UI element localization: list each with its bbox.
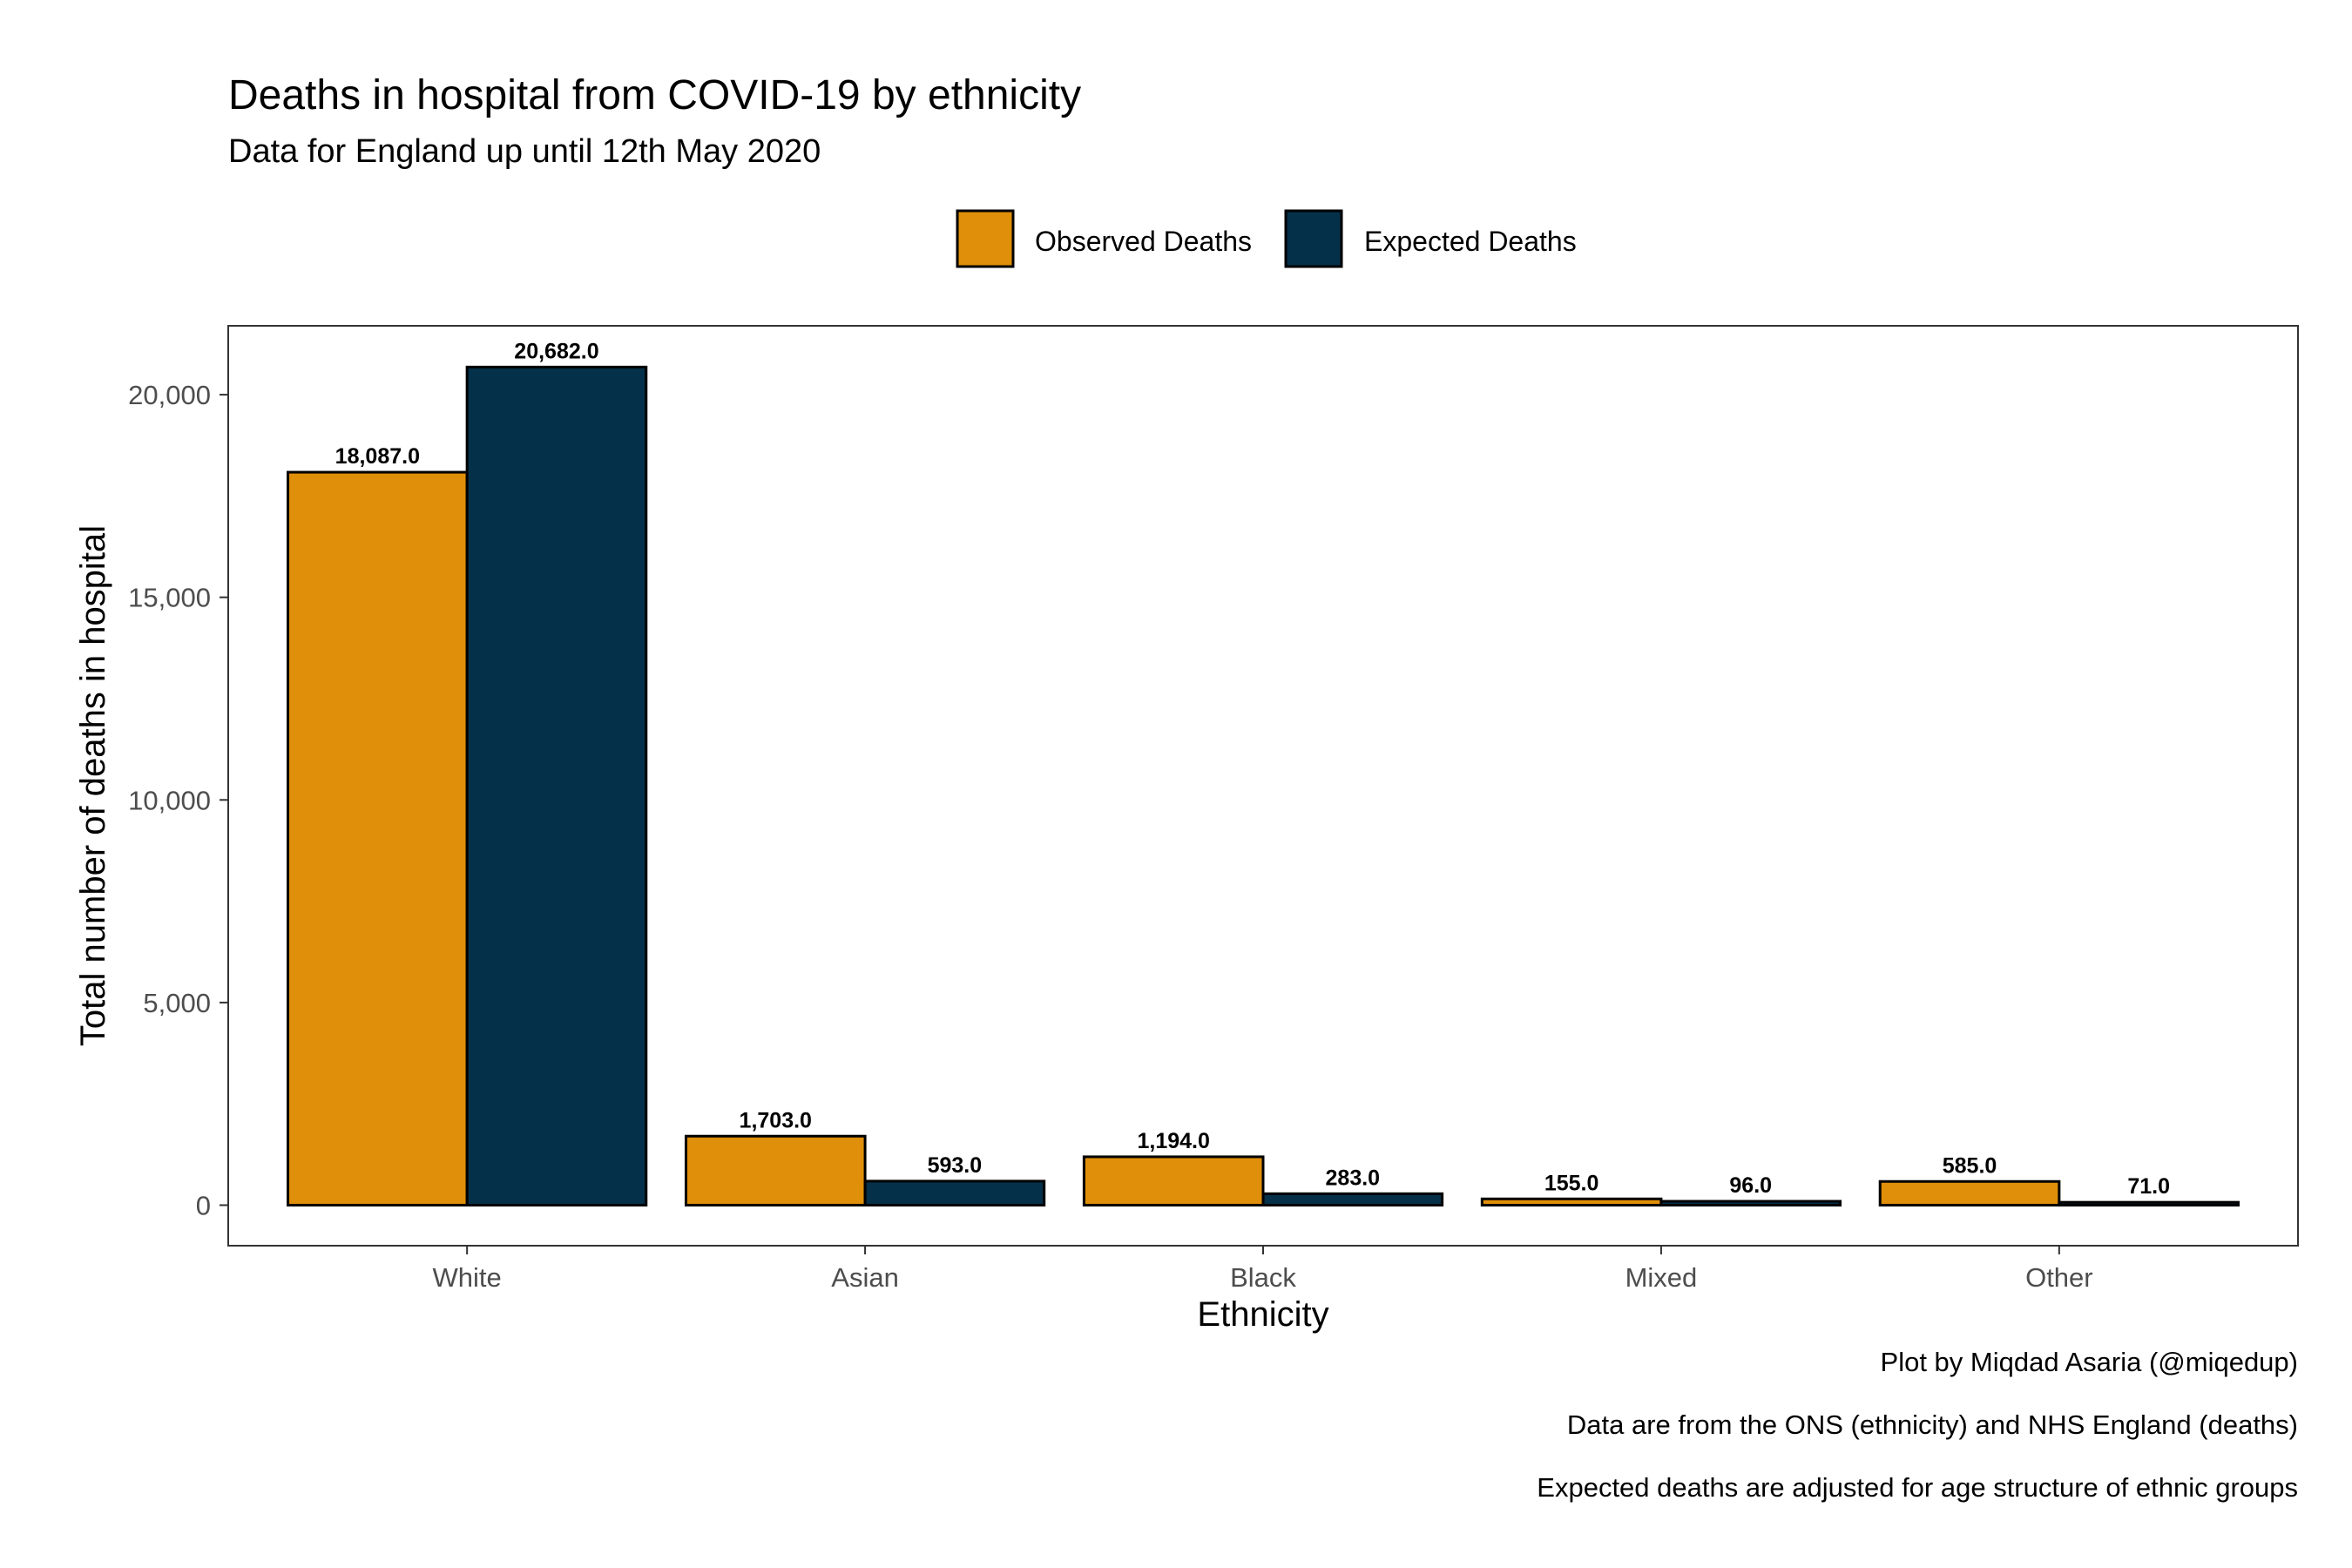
bar-label-expected-white: 20,682.0 <box>514 339 598 363</box>
bars <box>287 365 2240 1206</box>
legend-key-observed <box>956 209 1015 268</box>
legend-key-expected <box>1284 209 1343 268</box>
x-axis: White Asian Black Mixed Other <box>433 1246 2093 1293</box>
bar-observed-other <box>1878 1179 2061 1206</box>
bar-label-observed-asian: 1,703.0 <box>740 1108 812 1132</box>
plot-panel-border <box>227 325 2299 1247</box>
x-tick-label-mixed: Mixed <box>1625 1262 1698 1293</box>
bar-observed-white <box>287 470 469 1206</box>
bar-expected-mixed <box>1659 1200 1842 1206</box>
bar-expected-other <box>2058 1200 2240 1206</box>
bar-observed-asian <box>684 1134 867 1206</box>
chart-title: Deaths in hospital from COVID-19 by ethn… <box>228 72 1081 118</box>
y-axis: 0 5,000 10,000 15,000 20,000 <box>128 380 228 1220</box>
bar-label-expected-black: 283.0 <box>1326 1166 1381 1190</box>
y-tick-label: 20,000 <box>128 380 211 410</box>
x-axis-title: Ethnicity <box>1197 1295 1328 1334</box>
bar-label-observed-mixed: 155.0 <box>1544 1171 1599 1195</box>
caption-note: Expected deaths are adjusted for age str… <box>1537 1472 2298 1503</box>
bar-label-observed-white: 18,087.0 <box>335 444 420 469</box>
bar-expected-white <box>465 365 648 1206</box>
bar-observed-black <box>1082 1155 1265 1206</box>
caption-source: Data are from the ONS (ethnicity) and NH… <box>1567 1409 2298 1440</box>
caption-credit: Plot by Miqdad Asaria (@miqedup) <box>1881 1347 2298 1377</box>
bar-label-observed-other: 585.0 <box>1943 1153 1997 1178</box>
bar-observed-mixed <box>1480 1197 1663 1206</box>
y-tick-label: 0 <box>196 1190 211 1220</box>
bar-label-observed-black: 1,194.0 <box>1137 1129 1209 1153</box>
bar-labels: 18,087.0 20,682.0 1,703.0 593.0 1,194.0 283.0… <box>335 339 2170 1199</box>
legend: Observed Deaths Expected Deaths <box>956 209 1577 268</box>
chart-subtitle: Data for England up until 12th May 2020 <box>228 133 821 170</box>
legend-label-expected: Expected Deaths <box>1364 226 1577 257</box>
y-axis-title: Total number of deaths in hospital <box>74 525 112 1046</box>
bar-label-expected-mixed: 96.0 <box>1729 1173 1772 1198</box>
bar-expected-asian <box>863 1179 1046 1206</box>
bar-label-expected-other: 71.0 <box>2127 1174 2170 1199</box>
x-tick-label-asian: Asian <box>831 1262 899 1293</box>
y-tick-label: 5,000 <box>143 988 211 1018</box>
legend-label-observed: Observed Deaths <box>1035 226 1252 257</box>
x-tick-label-other: Other <box>2025 1262 2093 1293</box>
y-tick-label: 10,000 <box>128 785 211 815</box>
x-tick-label-black: Black <box>1230 1262 1296 1293</box>
bar-expected-black <box>1261 1192 1444 1206</box>
y-tick-label: 15,000 <box>128 583 211 613</box>
x-tick-label-white: White <box>433 1262 502 1293</box>
bar-label-expected-asian: 593.0 <box>928 1153 983 1178</box>
